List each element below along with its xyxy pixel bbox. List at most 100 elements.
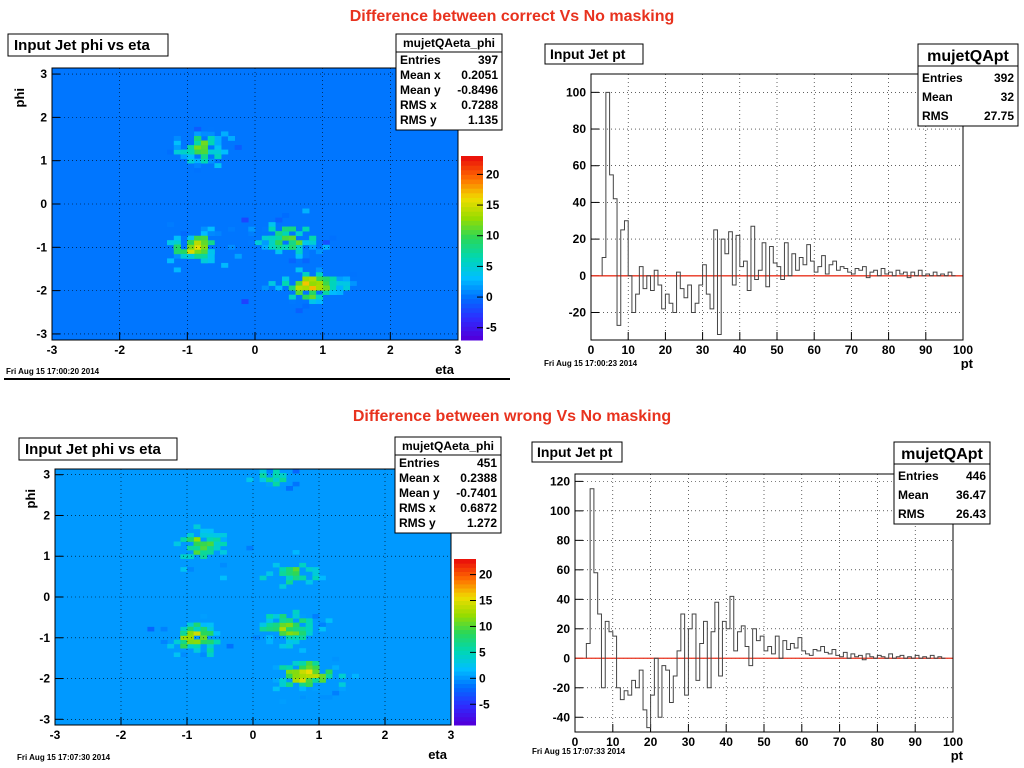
timestamp: Fri Aug 15 17:00:23 2014 — [544, 359, 638, 368]
heatmap-cell — [200, 258, 208, 264]
heatmap-cell — [200, 626, 208, 632]
palette-step — [461, 317, 483, 323]
heatmap-cell — [279, 473, 287, 478]
heatmap-cell — [194, 131, 202, 137]
heatmap-cell — [213, 631, 221, 636]
palette-step — [461, 243, 483, 249]
palette-step — [454, 646, 476, 651]
heatmap-cell — [193, 545, 201, 551]
y-tick-label: 100 — [550, 504, 570, 518]
heatmap-cell — [325, 669, 333, 675]
heatmap-cell — [187, 537, 194, 542]
y-tick-label: 3 — [43, 468, 50, 482]
title-box — [18, 437, 178, 461]
y-tick-label: 0 — [43, 590, 50, 604]
heatmap-cell — [286, 575, 293, 581]
palette-step — [461, 160, 483, 166]
heatmap-cell — [266, 626, 274, 632]
palette-step — [461, 169, 483, 175]
heatmap-cell — [187, 154, 195, 159]
heatmap-cell — [279, 678, 287, 683]
heatmap-cell — [295, 253, 303, 259]
heatmap-cell — [241, 299, 249, 305]
heatmap-cell — [200, 235, 208, 241]
stats-label: Mean — [922, 90, 953, 104]
heatmap-cell — [322, 240, 330, 246]
heatmap-cell — [160, 639, 168, 645]
heatmap-cell — [279, 571, 287, 576]
stats-label: Entries — [898, 469, 939, 483]
heatmap-cell — [275, 249, 283, 255]
heatmap-cell — [187, 545, 194, 551]
heatmap-cell — [292, 661, 300, 666]
heatmap-cell — [220, 575, 227, 581]
heatmap-cell — [220, 537, 227, 542]
y-tick-label: 0 — [579, 269, 586, 283]
heatmap-cell — [194, 126, 202, 132]
palette-step — [454, 617, 476, 622]
heatmap-cell — [279, 682, 287, 687]
heatmap-cell — [207, 126, 215, 132]
heatmap-cell — [299, 669, 307, 675]
histogram-series — [585, 488, 946, 729]
y-tick-label: -20 — [569, 305, 587, 319]
heatmap-cell — [167, 240, 175, 246]
heatmap-cell — [319, 575, 326, 581]
heatmap-cell — [302, 285, 310, 291]
heatmap-cell — [206, 533, 214, 538]
heatmap-cell — [227, 244, 235, 250]
heatmap-cell — [292, 635, 300, 640]
heatmap-cell — [305, 631, 313, 636]
heatmap-cell — [206, 643, 214, 649]
stats-box — [395, 33, 503, 131]
heatmap-cell — [302, 281, 310, 286]
palette-step — [454, 567, 476, 572]
heatmap-cell — [302, 208, 310, 214]
heatmap-cell — [173, 136, 181, 141]
heatmap-cell — [279, 622, 287, 628]
heatmap-cell — [315, 276, 323, 282]
heatmap-cell — [187, 554, 194, 559]
palette-step — [454, 592, 476, 597]
heatmap-cell — [295, 231, 303, 237]
heatmap-cell — [299, 635, 307, 640]
heatmap-cell — [288, 258, 296, 264]
palette-step — [454, 596, 476, 601]
heatmap-cell — [275, 244, 283, 250]
x-tick-label: 2 — [382, 728, 389, 742]
heatmap-cell — [214, 163, 222, 169]
heatmap-cell — [315, 272, 323, 277]
stats-value: 36.47 — [956, 488, 986, 502]
heatmap-cell — [266, 622, 274, 628]
heatmap-cell — [349, 272, 357, 277]
palette-step — [454, 683, 476, 689]
heatmap-cell — [292, 626, 300, 632]
palette-step — [454, 650, 476, 655]
heatmap-cell — [292, 631, 300, 636]
top-histogram-panel: 0 10 20 30 40 50 60 70 80 90 100 100 80 60 40 20 0 -20 pt I… — [544, 43, 1019, 370]
heatmap-cell — [286, 618, 293, 623]
heatmap-cell — [207, 140, 215, 146]
x-axis-label: pt — [951, 748, 964, 763]
heatmap-cell — [329, 281, 337, 286]
heatmap-cell — [167, 643, 175, 649]
heatmap-cell — [207, 258, 215, 264]
heatmap-cell — [349, 281, 357, 286]
heatmap-cell — [288, 294, 296, 300]
heatmap-cell — [173, 145, 181, 150]
palette-step — [461, 206, 483, 212]
chart-title: Input Jet phi vs eta — [25, 441, 162, 458]
heatmap-cell — [309, 276, 317, 282]
heatmap-cell — [167, 222, 175, 227]
x-tick-label: 40 — [733, 343, 747, 357]
palette-step — [461, 257, 483, 263]
palette-step — [454, 604, 476, 610]
heatmap-cell — [200, 614, 208, 619]
stats-value: 0.6872 — [460, 501, 497, 515]
palette-step — [461, 284, 483, 290]
heatmap-cell — [207, 158, 215, 164]
heatmap-cell — [206, 541, 214, 547]
heatmap-cell — [302, 294, 310, 300]
stats-value: 446 — [966, 469, 986, 483]
heatmap-cell — [173, 244, 181, 250]
